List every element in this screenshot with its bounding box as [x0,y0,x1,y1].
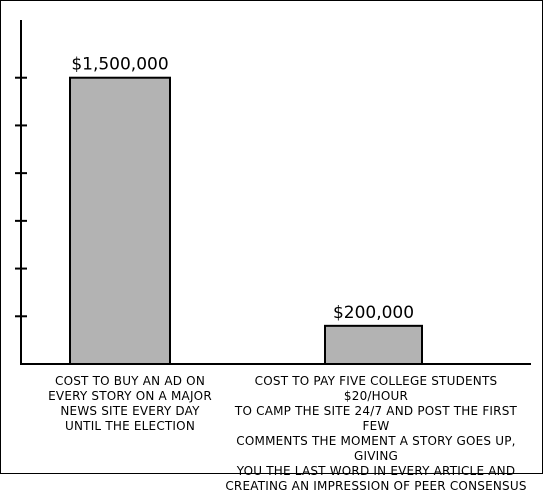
bar-value-labels: $1,500,000 $200,000 [71,55,414,323]
category-label-line: COMMENTS THE MOMENT A STORY GOES UP, GIV… [236,434,516,463]
bars [69,76,423,366]
category-label-ad-cost: COST TO BUY AN AD ON EVERY STORY ON A MAJ… [40,374,220,434]
category-label-students-cost: COST TO PAY FIVE COLLEGE STUDENTS $20/HO… [222,374,530,494]
bar-0 [69,76,171,365]
category-label-line: UNTIL THE ELECTION [65,419,195,433]
category-label-line: EVERY STORY ON A MAJOR [48,389,212,403]
category-label-line: COST TO PAY FIVE COLLEGE STUDENTS $20/HO… [254,374,498,403]
category-label-line: CREATING AN IMPRESSION OF PEER CONSENSUS [225,479,527,493]
category-label-line: YOU THE LAST WORD IN EVERY ARTICLE AND [236,464,516,478]
bar-value-label-1: $200,000 [333,303,414,323]
y-ticks [15,76,27,318]
bar-value-label-0: $1,500,000 [71,55,168,75]
category-label-line: NEWS SITE EVERY DAY [60,404,200,418]
bar-1 [324,324,423,366]
category-label-line: TO CAMP THE SITE 24/7 AND POST THE FIRST… [234,404,518,433]
category-label-line: COST TO BUY AN AD ON [54,374,206,388]
bar-chart: $1,500,000 $200,000 [15,20,531,366]
